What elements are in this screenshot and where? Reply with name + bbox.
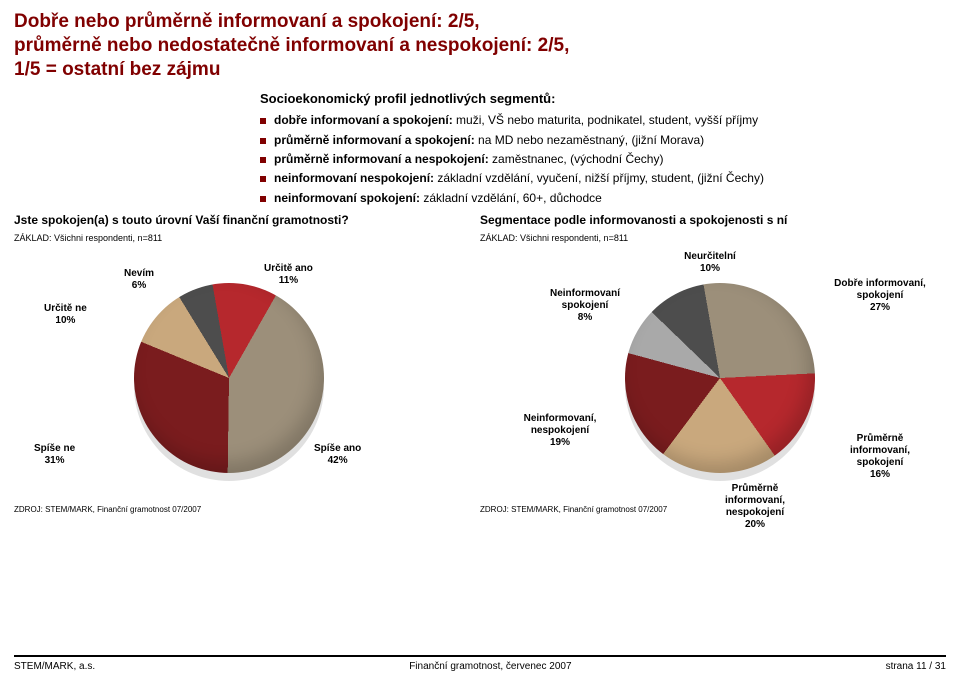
list-item: neinformovaní spokojení: základní vzdělá… [260, 190, 940, 207]
pie-wrap-left: Určitě ano11% Spíše ano42% Spíše ne31% Urči… [14, 243, 444, 503]
list-item: průměrně informovaní a nespokojení: zamě… [260, 151, 940, 168]
pie-label: Průměrně informovaní, nespokojení20% [705, 483, 805, 531]
list-item: dobře informovaní a spokojení: muži, VŠ … [260, 112, 940, 129]
pie-wrap-right: Dobře informovaní, spokojení27% Průměrně … [480, 243, 940, 503]
pie-label: Neinformovaní, nespokojení19% [505, 413, 615, 449]
segmentation-chart: Segmentace podle informovanosti a spokoj… [480, 213, 940, 533]
pie-label: Určitě ano11% [264, 263, 313, 287]
footer-center: Finanční gramotnost, červenec 2007 [409, 661, 571, 672]
pie-label: Spíše ano42% [314, 443, 361, 467]
pie-label: Dobře informovaní, spokojení27% [830, 278, 930, 314]
title-line-2: průměrně nebo nedostatečně informovaní a… [14, 35, 569, 56]
pie-label: Určitě ne10% [44, 303, 87, 327]
chart-source: ZDROJ: STEM/MARK, Finanční gramotnost 07… [14, 505, 444, 514]
chart-base: ZÁKLAD: Všichni respondenti, n=811 [480, 233, 940, 243]
footer-left: STEM/MARK, a.s. [14, 661, 95, 672]
page-title: Dobře nebo průměrně informovaní a spokoj… [0, 0, 960, 85]
chart-base: ZÁKLAD: Všichni respondenti, n=811 [14, 233, 444, 243]
pie-label: Spíše ne31% [34, 443, 75, 467]
pie-label: Průměrně informovaní, spokojení16% [830, 433, 930, 481]
pie-label: Neinformovaní spokojení8% [535, 288, 635, 324]
chart-question: Jste spokojen(a) s touto úrovní Vaší fin… [14, 213, 444, 229]
footer-right: strana 11 / 31 [886, 661, 946, 672]
page-footer: STEM/MARK, a.s. Finanční gramotnost, čer… [14, 655, 946, 672]
title-line-1: Dobře nebo průměrně informovaní a spokoj… [14, 11, 480, 32]
list-item: neinformovaní nespokojení: základní vzdě… [260, 170, 940, 187]
subheading: Socioekonomický profil jednotlivých segm… [0, 85, 960, 110]
satisfaction-chart: Jste spokojen(a) s touto úrovní Vaší fin… [14, 213, 444, 533]
pie-label: Neurčitelní10% [670, 251, 750, 275]
pie-left [134, 283, 324, 473]
list-item: průměrně informovaní a spokojení: na MD … [260, 132, 940, 149]
title-line-3: 1/5 = ostatní bez zájmu [14, 59, 220, 80]
chart-question: Segmentace podle informovanosti a spokoj… [480, 213, 940, 229]
pie-label: Nevím6% [124, 268, 154, 292]
bullet-list: dobře informovaní a spokojení: muži, VŠ … [0, 110, 960, 207]
pie-right [625, 283, 815, 473]
